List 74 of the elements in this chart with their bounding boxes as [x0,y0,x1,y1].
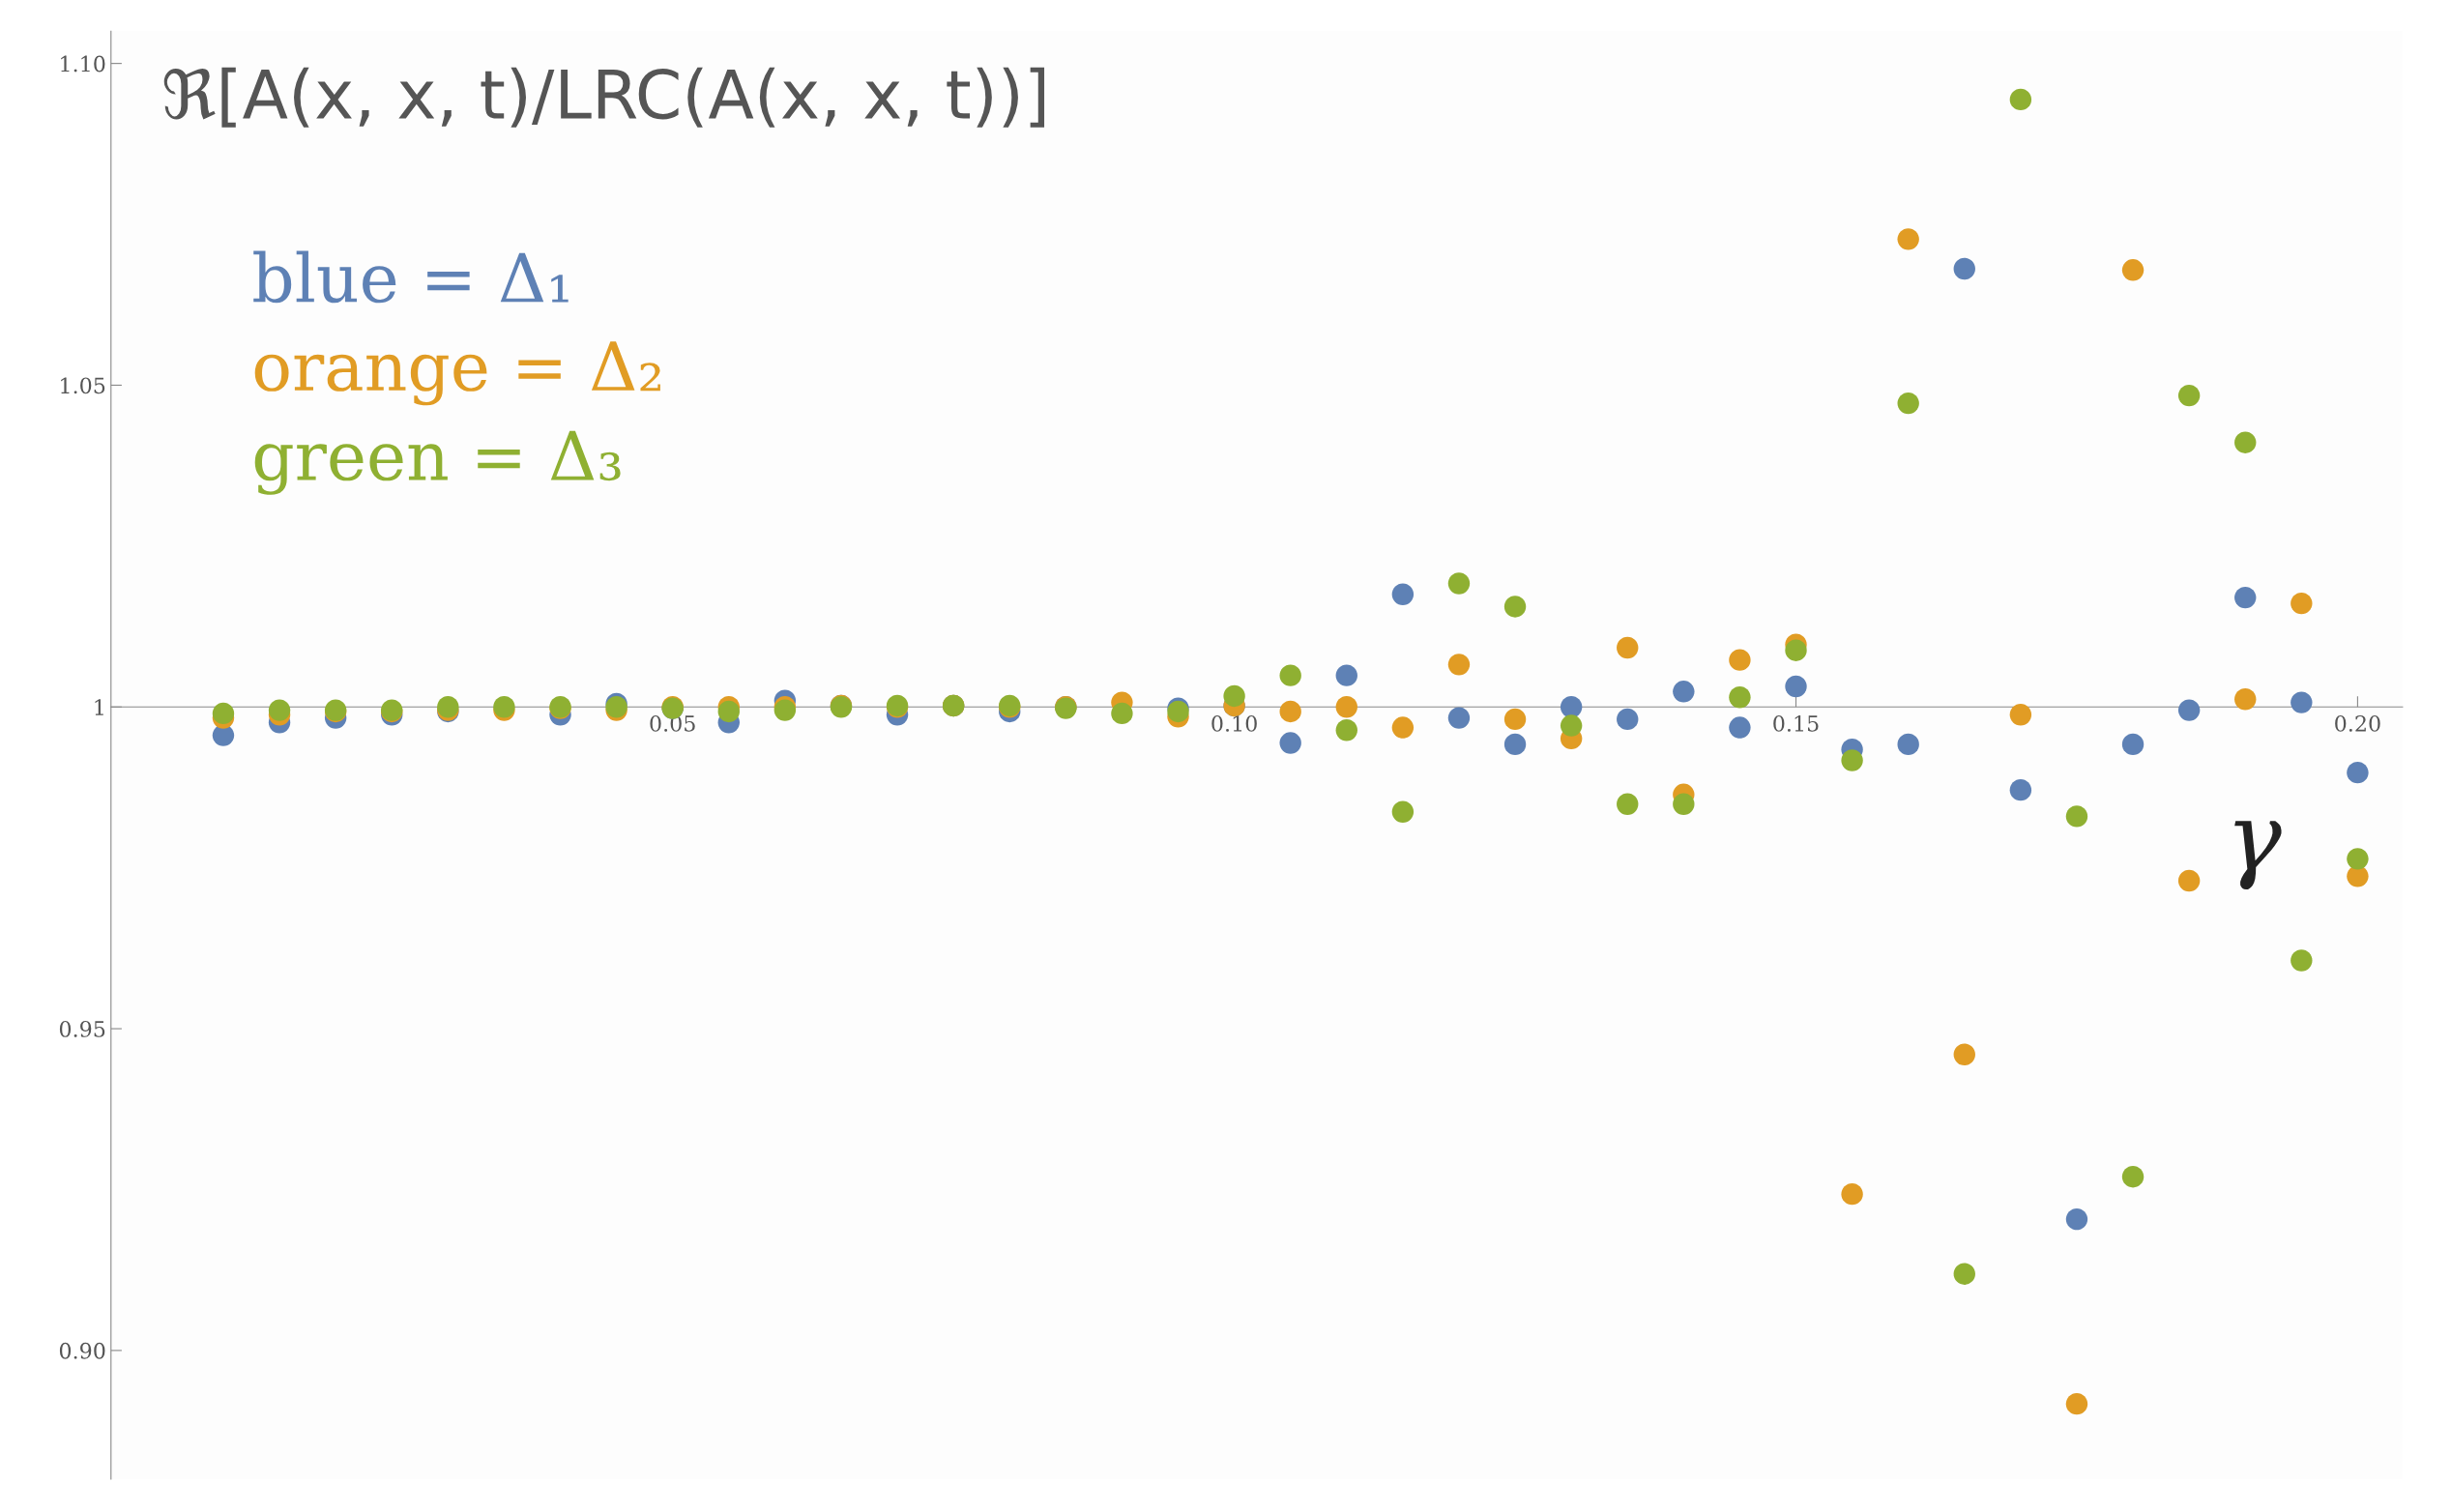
text: blue = Δ₁ [253,250,569,304]
point [1617,708,1639,731]
point [1447,707,1471,729]
point [2121,259,2145,281]
point [1617,793,1639,815]
point [1279,700,1301,723]
point [2291,592,2313,615]
point [2065,1207,2088,1231]
point [1503,708,1527,731]
point [717,700,740,723]
point [212,702,235,725]
point [1673,681,1695,703]
point [2009,704,2032,726]
point [2009,778,2032,801]
point [268,699,291,721]
point [1953,257,1975,280]
point [1673,793,1695,815]
point [1391,716,1415,739]
point [1729,649,1751,671]
point [2065,805,2088,828]
point [1560,714,1583,737]
point [2234,688,2257,711]
point [1335,696,1357,718]
point [1560,696,1583,718]
chart-title: ℜ[A(x, x, t)/LRC(A(x, x, t))] [163,67,1045,128]
point [1897,733,1919,756]
y-tick-label: 1.05 [61,377,105,394]
point [1785,639,1807,661]
point [1841,1182,1863,1206]
y-tick-label: 0.90 [59,1342,105,1359]
point [1953,1263,1975,1285]
point [1841,749,1863,771]
point [1279,732,1301,754]
text: orange = Δ₂ [254,341,660,406]
point [2234,586,2257,609]
point [1897,228,1919,250]
point [2121,733,2145,756]
point [1785,675,1807,698]
point [2121,1165,2145,1188]
point [1503,733,1527,756]
point [2177,869,2201,892]
point [2291,691,2313,713]
point [1279,664,1301,686]
point [1447,654,1471,676]
point [2177,384,2201,407]
point [2065,1392,2088,1415]
x-axis-title: γ [2234,821,2282,890]
point [2234,431,2257,453]
x-tick-label: 0.15 [1773,714,1819,732]
point [1897,392,1919,415]
y-tick-label: 1 [95,699,103,715]
point [2009,88,2032,111]
y-tick-label: 0.95 [59,1021,105,1037]
point [1503,596,1527,618]
y-tick-label: 1.10 [61,55,105,73]
point [2177,699,2201,721]
x-tick-label: 0.10 [1211,714,1257,732]
point [1111,702,1133,725]
point [1335,719,1357,741]
point [2347,848,2369,870]
point [1953,1043,1975,1065]
point [1391,800,1415,823]
text: green = Δ₃ [254,430,621,495]
point [1335,664,1357,686]
point [2347,761,2369,784]
point [1223,684,1245,708]
point [1447,572,1471,595]
x-tick-label: 0.05 [650,714,695,732]
x-tick-label: 0.20 [2335,714,2380,732]
point [2291,949,2313,972]
point [1729,686,1751,709]
point [1729,716,1751,739]
point [1617,636,1639,659]
point [1391,583,1415,605]
